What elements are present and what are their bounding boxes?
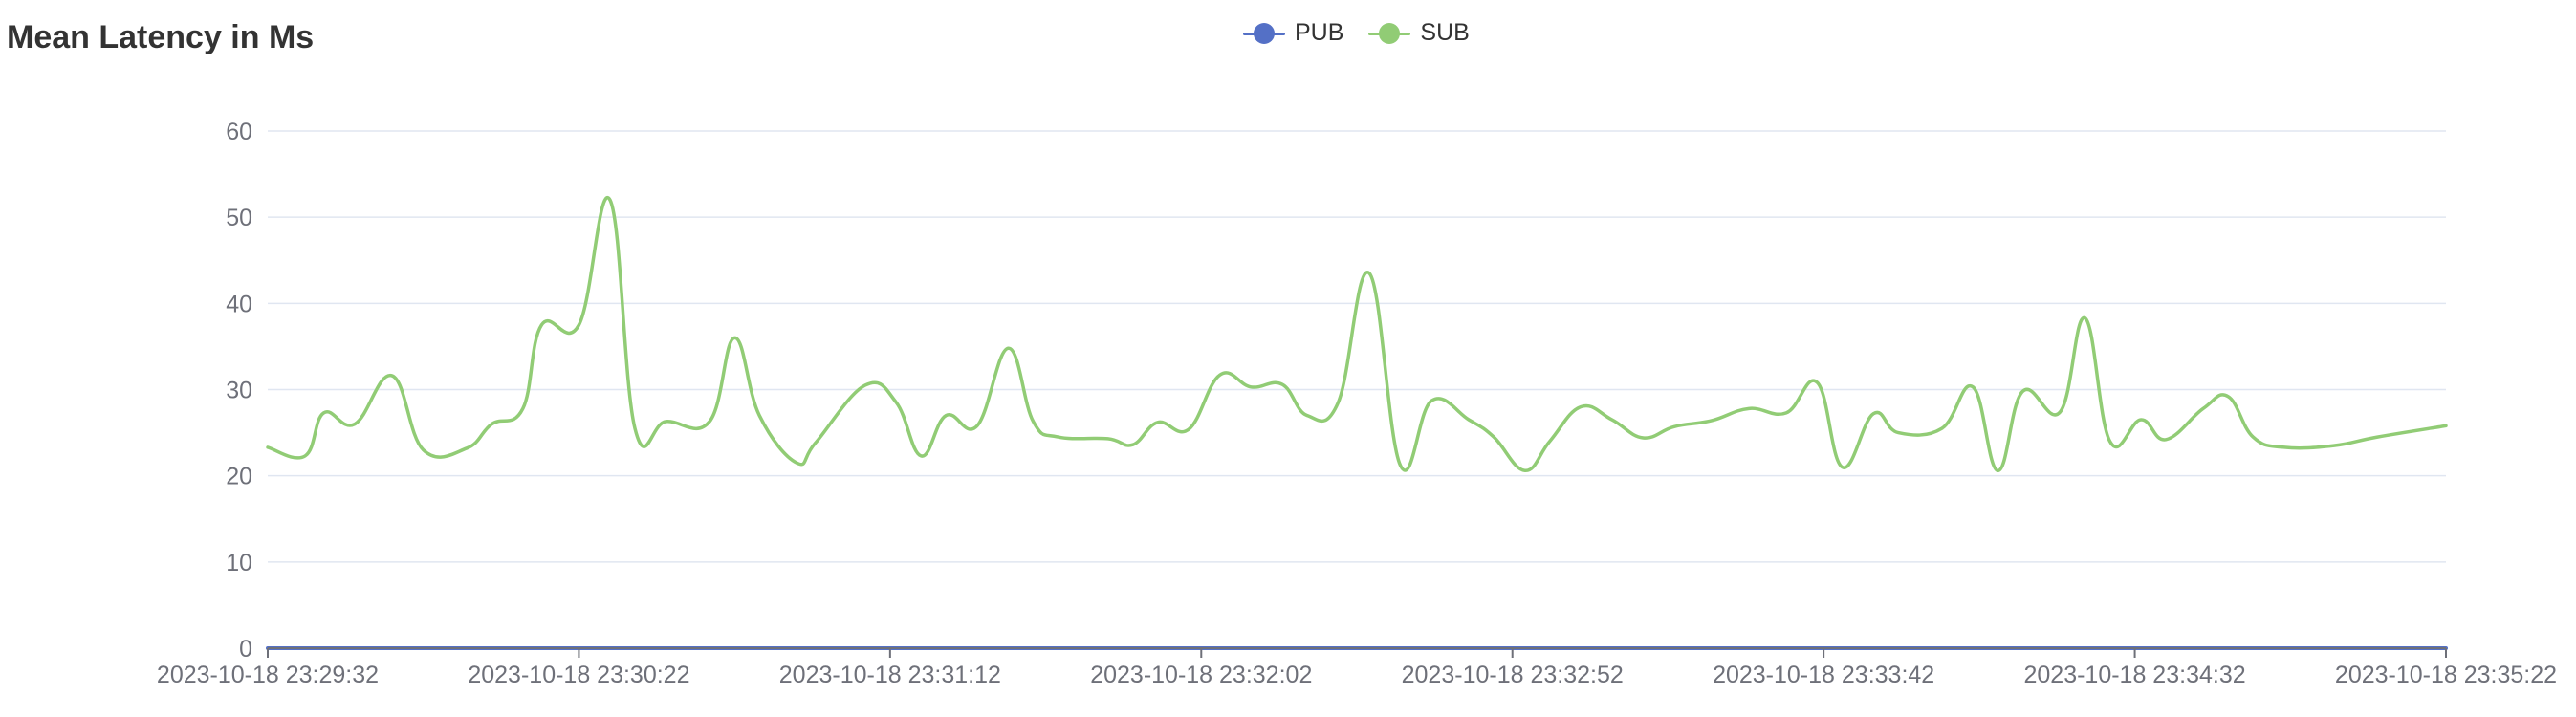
x-tick-label-3: 2023-10-18 23:32:02	[1090, 662, 1312, 688]
legend-swatch-pub	[1243, 22, 1285, 45]
x-tick-label-5: 2023-10-18 23:33:42	[1713, 662, 1934, 688]
y-tick-label-40: 40	[226, 291, 252, 317]
y-tick-label-60: 60	[226, 119, 252, 145]
legend-label-pub: PUB	[1295, 19, 1344, 46]
series-line-sub	[266, 195, 2448, 473]
x-tick-label-4: 2023-10-18 23:32:52	[1402, 662, 1624, 688]
legend: PUB SUB	[1243, 19, 1470, 47]
y-axis-ticks: 0 10 20 30 40 50 60	[226, 119, 252, 663]
x-tick-label-0: 2023-10-18 23:29:32	[157, 662, 379, 688]
grid-layer	[268, 130, 2446, 563]
x-tick-label-6: 2023-10-18 23:34:32	[2023, 662, 2245, 688]
series-layer	[266, 195, 2448, 650]
legend-item-sub[interactable]: SUB	[1368, 19, 1470, 47]
legend-item-pub[interactable]: PUB	[1243, 19, 1343, 47]
y-tick-label-50: 50	[226, 205, 252, 231]
y-tick-label-10: 10	[226, 550, 252, 576]
y-tick-label-30: 30	[226, 378, 252, 404]
y-tick-label-20: 20	[226, 464, 252, 490]
x-tick-label-1: 2023-10-18 23:30:22	[468, 662, 689, 688]
chart-title: Mean Latency in Ms	[7, 19, 315, 55]
x-tick-label-2: 2023-10-18 23:31:12	[779, 662, 1001, 688]
x-tick-label-7: 2023-10-18 23:35:22	[2335, 662, 2557, 688]
legend-label-sub: SUB	[1420, 19, 1470, 46]
legend-swatch-sub	[1368, 22, 1411, 45]
x-axis: 2023-10-18 23:29:32 2023-10-18 23:30:22 20…	[157, 647, 2557, 688]
y-tick-label-0: 0	[239, 636, 252, 663]
